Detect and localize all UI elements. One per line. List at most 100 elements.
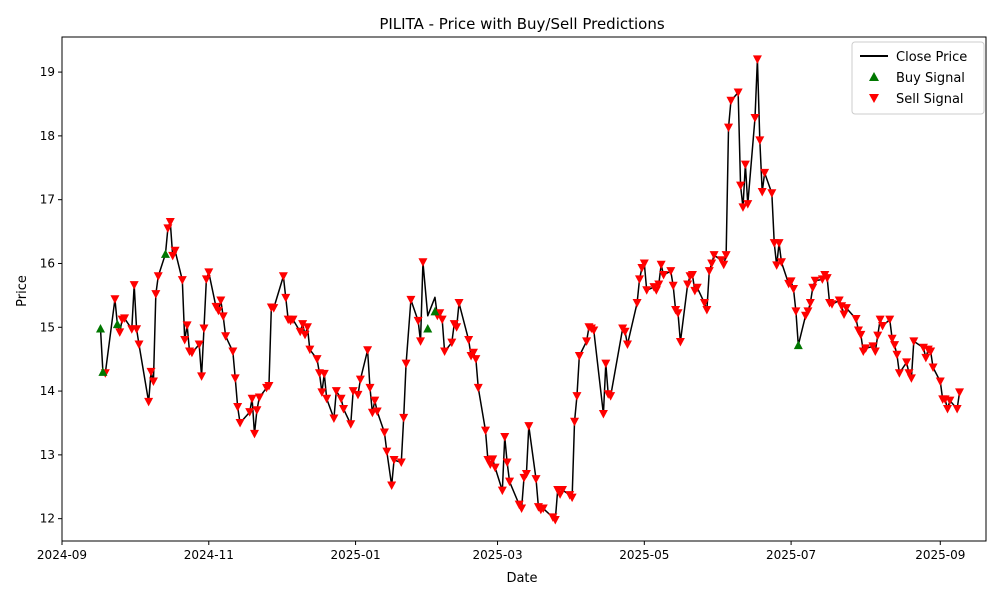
y-axis-label: Price [15,275,30,307]
legend-sell-signal-swatch [869,94,879,103]
sell-signal-marker [302,323,312,332]
legend-buy-signal-swatch [869,72,879,81]
buy-signal-marker [96,324,105,333]
sell-signal-marker [363,346,373,355]
sell-signal-marker [454,299,464,308]
sell-signal-marker [471,355,481,364]
sell-signal-marker [144,397,154,407]
y-tick-label: 13 [40,448,55,462]
sell-signal-marker [724,123,734,133]
sell-signal-marker [413,316,423,326]
sell-signal-marker [738,203,748,212]
x-tick-label: 2025-01 [330,548,380,562]
sell-signal-marker [524,422,534,431]
sell-signal-marker [336,394,346,404]
sell-signal-marker [774,239,784,248]
sell-signal-marker [827,300,837,309]
sell-signal-marker [406,295,416,305]
buy-signal-marker [423,324,433,333]
sell-signal-marker [750,114,760,123]
sell-signal-marker [834,296,844,305]
sell-signal-marker [177,276,187,285]
y-tick-label: 15 [40,320,55,334]
sell-signal-marker [601,359,611,369]
sell-signal-marker [452,323,462,332]
sell-signal-marker [235,418,245,428]
sell-signal-marker [890,341,900,350]
y-tick-label: 12 [40,512,55,526]
sell-signal-marker [709,251,719,260]
sell-signal-marker [521,470,531,479]
sell-signal-marker [642,286,652,295]
sell-signal-marker [752,55,762,64]
sell-signal-marker [322,394,332,404]
sell-signal-marker [319,369,329,379]
sell-signal-marker [921,353,931,363]
sell-signal-marker [791,307,801,316]
sell-signal-marker [803,307,813,316]
close-price-line [99,58,961,521]
sell-signal-marker [170,246,180,256]
y-axis: 12 13 14 15 16 17 18 19 [40,65,62,526]
legend-buy-signal-label: Buy Signal [896,71,965,86]
sell-signal-marker [165,218,175,227]
sell-signal-marker [582,337,592,346]
sell-signal-marker [120,314,130,323]
sell-signal-marker [187,348,197,358]
chart-title: PILITA - Price with Buy/Sell Predictions [379,15,665,33]
sell-signal-marker [760,168,770,178]
sell-signal-marker [134,340,144,350]
sell-signal-marker [440,347,450,357]
sell-signal-marker [567,493,577,503]
sell-signal-marker [531,475,541,484]
sell-signal-marker [295,327,305,337]
sell-signal-marker [329,414,339,424]
sell-signal-marker [346,420,356,429]
sell-signal-marker [502,458,512,468]
sell-signal-marker [228,347,238,357]
sell-signal-marker [517,504,527,513]
sell-signal-marker [558,485,567,495]
sell-signal-marker [473,383,483,393]
sell-signal-marker [861,344,871,353]
sell-signal-marker [129,281,139,290]
sell-signal-marker [632,299,642,308]
sell-signal-marker [389,455,399,465]
y-tick-label: 17 [40,193,55,207]
x-axis-label: Date [506,571,537,586]
sell-signal-marker [733,88,743,98]
sell-signal-marker [230,374,240,383]
sell-signal-marker [146,367,156,377]
sell-signal-marker [805,299,815,308]
sell-signal-marker [115,328,125,337]
sell-signal-marker [550,515,560,525]
sell-signal-marker [312,355,322,364]
sell-signal-marker [755,136,765,145]
sell-signal-marker [317,388,327,397]
y-tick-label: 14 [40,384,55,398]
sell-signal-marker [928,363,938,372]
sell-signal-marker [606,392,616,401]
sell-signal-marker [387,481,397,490]
sell-signal-marker [148,377,158,387]
sell-signal-marker [635,275,644,284]
sell-signal-marker [683,280,693,290]
sell-signal-marker [875,315,885,325]
legend: Close Price Buy Signal Sell Signal [851,41,985,115]
sell-signal-marker [659,270,669,280]
sell-signal-marker [572,392,582,401]
sell-signal-marker [726,96,736,106]
sell-signal-marker [488,455,498,464]
buy-signal-marker [160,249,170,258]
sell-signal-marker [194,340,204,350]
sell-signal-marker [789,285,798,294]
sell-signal-marker [906,374,916,383]
sell-signal-marker [902,358,912,367]
sell-signal-marker [885,315,895,325]
sell-signal-marker [707,259,717,268]
sell-signal-marker [464,336,474,345]
sell-signal-marker [870,347,880,357]
sell-signal-marker [437,315,447,325]
sell-signal-marker [538,504,548,513]
sell-signal-marker [935,377,945,387]
